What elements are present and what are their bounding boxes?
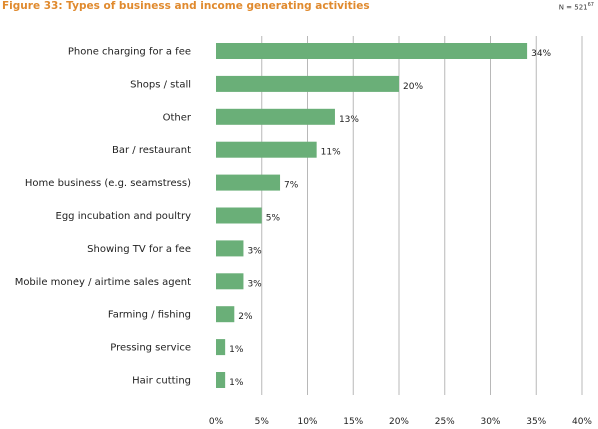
value-label: 11% xyxy=(321,148,341,158)
bar xyxy=(216,306,235,323)
category-label: Mobile money / airtime sales agent xyxy=(15,277,191,288)
bar xyxy=(216,339,226,356)
value-label: 34% xyxy=(531,49,551,59)
bar xyxy=(216,273,244,290)
bar xyxy=(216,240,244,257)
category-label: Showing TV for a fee xyxy=(87,244,191,255)
figure-title: Figure 33: Types of business and income … xyxy=(2,0,370,12)
category-label: Phone charging for a fee xyxy=(68,47,191,58)
sample-size-footnote: 67 xyxy=(587,2,594,8)
bar xyxy=(216,75,399,92)
sample-size-text: N = 521 xyxy=(558,3,588,12)
x-tick-label: 20% xyxy=(389,417,409,427)
category-label: Other xyxy=(163,112,192,123)
x-tick-label: 30% xyxy=(480,417,500,427)
category-label: Farming / fishing xyxy=(108,310,191,321)
value-label: 5% xyxy=(266,214,281,224)
value-label: 3% xyxy=(247,246,262,256)
category-label: Shops / stall xyxy=(130,79,191,90)
value-label: 1% xyxy=(229,378,244,388)
category-label: Home business (e.g. seamstress) xyxy=(25,178,191,189)
x-tick-label: 0% xyxy=(209,417,224,427)
value-label: 7% xyxy=(284,181,299,191)
value-label: 1% xyxy=(229,345,244,355)
bar xyxy=(216,372,226,388)
bar xyxy=(216,207,262,224)
x-tick-label: 40% xyxy=(572,417,592,427)
x-tick-label: 35% xyxy=(526,417,546,427)
category-label: Pressing service xyxy=(110,343,191,354)
category-label: Bar / restaurant xyxy=(112,145,191,156)
value-label: 13% xyxy=(339,115,359,125)
bar xyxy=(216,141,317,158)
bar xyxy=(216,43,528,59)
value-label: 2% xyxy=(238,312,253,322)
value-label: 3% xyxy=(247,279,262,289)
category-label: Hair cutting xyxy=(132,376,191,387)
x-tick-label: 25% xyxy=(435,417,455,427)
x-tick-label: 10% xyxy=(297,417,317,427)
x-tick-label: 5% xyxy=(255,417,270,427)
category-label: Egg incubation and poultry xyxy=(56,211,192,222)
x-tick-label: 15% xyxy=(343,417,363,427)
sample-size-label: N = 52167 xyxy=(559,2,594,11)
bar xyxy=(216,108,335,125)
bar xyxy=(216,174,281,191)
value-label: 20% xyxy=(403,82,423,92)
